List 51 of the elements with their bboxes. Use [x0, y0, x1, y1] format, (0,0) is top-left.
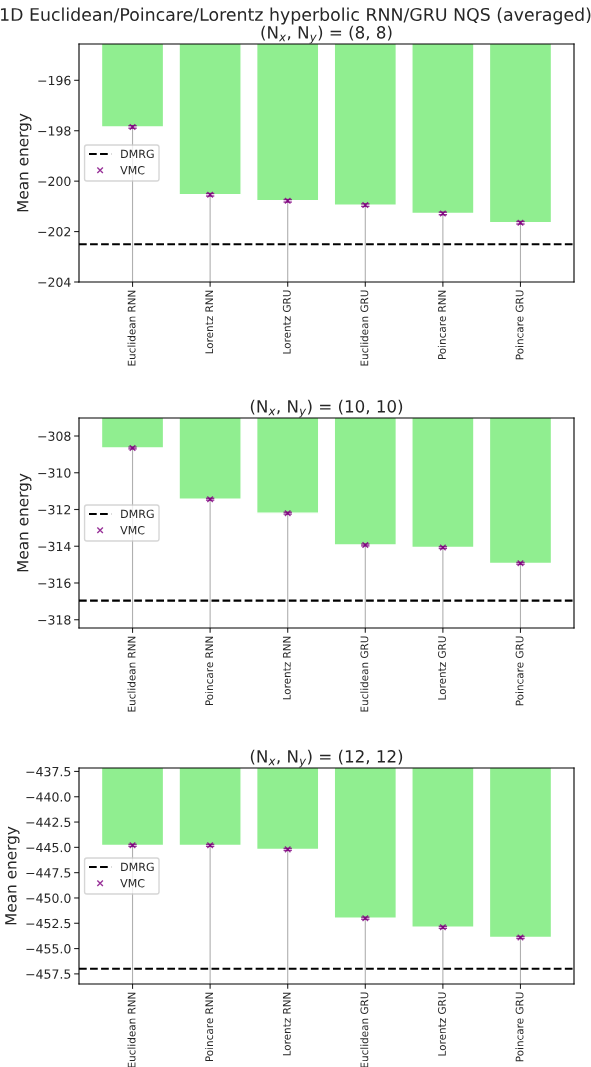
y-axis-title: Mean energy [17, 473, 32, 572]
chart-subtitle: (N$_{x}$, N$_{y}$) = (10, 10) [250, 399, 403, 418]
y-tick-label: −310 [38, 468, 71, 478]
x-tick-label: Euclidean GRU [360, 992, 369, 1067]
y-tick-label: −450.0 [26, 893, 71, 903]
chart-subtitle: (N$_{x}$, N$_{y}$) = (8, 8) [261, 25, 392, 44]
y-tick-label: −445.0 [26, 842, 71, 853]
x-tick-label: Poincare GRU [515, 992, 524, 1062]
y-tick-label: −204 [38, 277, 71, 287]
x-tick-label: Poincare RNN [205, 636, 214, 706]
x-tick-label: Poincare RNN [437, 290, 446, 360]
y-tick-label: −447.5 [26, 868, 71, 878]
y-tick-label: −437.5 [26, 766, 71, 777]
y-tick-label: −202 [38, 227, 71, 237]
x-tick-label: Lorentz RNN [282, 992, 291, 1056]
legend-label: VMC [120, 878, 145, 888]
y-tick-label: −455.0 [26, 944, 71, 954]
y-tick-label: −198 [38, 126, 71, 136]
y-tick-label: −442.5 [26, 817, 71, 827]
y-tick-label: −196 [38, 75, 71, 86]
x-tick-label: Poincare GRU [515, 636, 524, 706]
x-tick-label: Euclidean GRU [360, 636, 369, 712]
x-tick-label: Poincare GRU [515, 290, 524, 360]
legend-label: DMRG [121, 149, 154, 159]
y-tick-label: −318 [38, 615, 71, 625]
y-tick-label: −314 [38, 541, 71, 552]
y-tick-label: −312 [38, 504, 71, 515]
y-tick-label: −316 [38, 578, 71, 588]
y-tick-label: −457.5 [26, 969, 71, 979]
y-tick-label: −308 [38, 431, 71, 441]
chart-title: 1D Euclidean/Poincare/Lorentz hyperbolic RNN/GRU NQS (averaged) [0, 7, 591, 25]
x-tick-label: Euclidean RNN [127, 290, 136, 366]
legend-label: DMRG [121, 509, 154, 519]
x-tick-label: Euclidean RNN [127, 992, 136, 1067]
x-tick-label: Poincare RNN [205, 992, 214, 1062]
chart-subtitle: (N$_{x}$, N$_{y}$) = (12, 12) [250, 749, 403, 768]
legend-label: DMRG [121, 862, 154, 872]
x-tick-label: Lorentz GRU [438, 636, 446, 700]
x-tick-label: Euclidean GRU [360, 290, 369, 366]
y-axis-title: Mean energy [5, 826, 20, 925]
y-tick-label: −452.5 [26, 918, 71, 929]
x-tick-label: Lorentz RNN [282, 636, 291, 700]
legend-label: VMC [120, 525, 145, 535]
x-tick-label: Euclidean RNN [127, 636, 136, 712]
y-axis-title: Mean energy [17, 113, 32, 212]
x-tick-label: Lorentz RNN [205, 290, 214, 354]
legend-label: VMC [120, 165, 145, 175]
y-tick-label: −440.0 [26, 792, 71, 802]
y-tick-label: −200 [38, 176, 71, 187]
x-tick-label: Lorentz GRU [282, 290, 291, 354]
x-tick-label: Lorentz GRU [438, 992, 446, 1056]
